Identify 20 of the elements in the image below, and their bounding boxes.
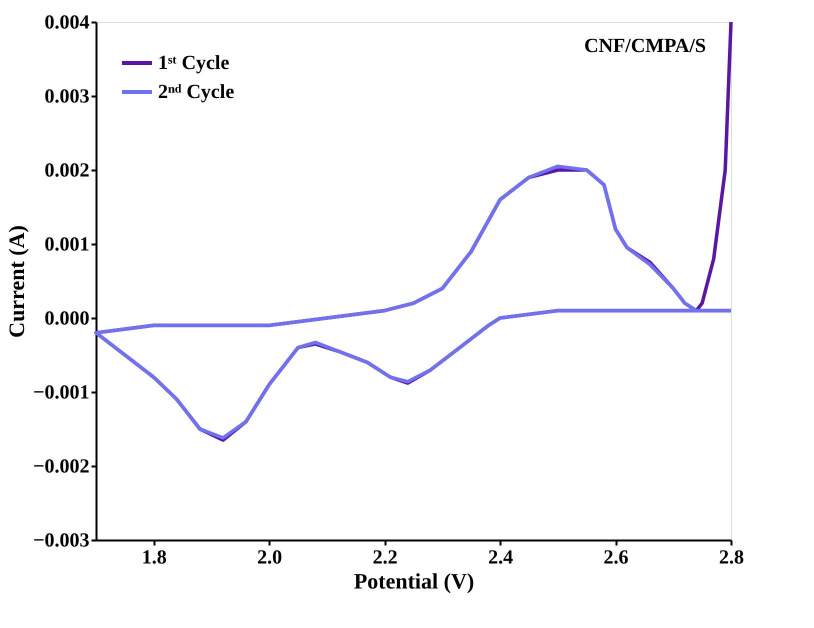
line-series: [94, 164, 733, 440]
y-tick-label: 0.000: [44, 308, 90, 330]
y-tick-label: −0.003: [33, 530, 90, 552]
y-tick-label: −0.001: [33, 382, 90, 404]
x-tick-label: 2.4: [488, 546, 514, 568]
x-tick-label: 1.8: [142, 546, 167, 568]
legend-label: 2ⁿᵈ Cycle: [158, 81, 234, 103]
annotation: CNF/CMPA/S: [584, 35, 706, 57]
x-tick-label: 2.6: [604, 546, 629, 568]
x-tick-label: 2.0: [257, 546, 282, 568]
y-tick-label: 0.003: [44, 86, 90, 108]
y-tick-label: 0.002: [44, 160, 90, 182]
x-tick-label: 2.2: [372, 546, 398, 568]
x-axis-title: Potential (V): [354, 568, 474, 594]
x-tick-label: 2.8: [719, 546, 744, 568]
y-axis-title: Current (A): [4, 225, 30, 338]
y-tick-label: 0.001: [44, 234, 90, 256]
y-tick-label: 0.004: [44, 12, 90, 34]
legend-label: 1ˢᵗ Cycle: [158, 52, 230, 74]
y-tick-label: −0.002: [33, 456, 90, 478]
